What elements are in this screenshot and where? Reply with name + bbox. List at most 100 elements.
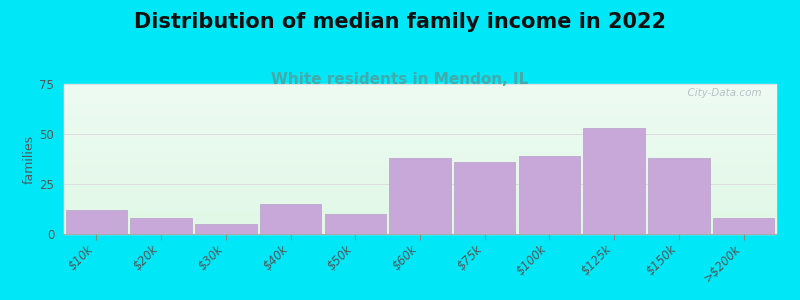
- Bar: [64, 142, 776, 144]
- Bar: [64, 160, 776, 162]
- Bar: [64, 231, 776, 232]
- Bar: [64, 112, 776, 114]
- Text: White residents in Mendon, IL: White residents in Mendon, IL: [271, 72, 529, 87]
- Bar: [64, 136, 776, 138]
- Bar: [64, 99, 776, 100]
- Bar: [64, 123, 776, 124]
- Bar: [64, 222, 776, 224]
- Bar: [64, 129, 776, 130]
- Bar: [64, 85, 776, 87]
- Text: City-Data.com: City-Data.com: [681, 88, 762, 98]
- Bar: [64, 210, 776, 212]
- Bar: [64, 108, 776, 110]
- Bar: [64, 183, 776, 184]
- Bar: [64, 196, 776, 198]
- Bar: [64, 220, 776, 222]
- Bar: [64, 116, 776, 117]
- Bar: [64, 138, 776, 140]
- Bar: [64, 192, 776, 194]
- Bar: [64, 174, 776, 176]
- Bar: [64, 128, 776, 129]
- Bar: [64, 230, 776, 231]
- Bar: [260, 204, 322, 234]
- Bar: [64, 198, 776, 200]
- Bar: [64, 232, 776, 234]
- Bar: [64, 189, 776, 190]
- Bar: [64, 110, 776, 111]
- Bar: [64, 202, 776, 204]
- Bar: [64, 158, 776, 159]
- Bar: [64, 213, 776, 214]
- Bar: [64, 111, 776, 112]
- Bar: [64, 103, 776, 105]
- Bar: [64, 226, 776, 228]
- Bar: [64, 212, 776, 213]
- Bar: [195, 224, 257, 234]
- Bar: [64, 120, 776, 122]
- Bar: [64, 114, 776, 116]
- Y-axis label: families: families: [22, 134, 35, 184]
- Bar: [64, 148, 776, 150]
- Bar: [64, 154, 776, 156]
- Bar: [64, 214, 776, 216]
- Bar: [64, 146, 776, 147]
- Bar: [64, 176, 776, 177]
- Bar: [66, 210, 127, 234]
- Bar: [64, 228, 776, 230]
- Bar: [64, 93, 776, 94]
- Bar: [64, 218, 776, 219]
- Bar: [64, 207, 776, 208]
- Bar: [64, 162, 776, 164]
- Bar: [64, 141, 776, 142]
- Bar: [454, 162, 515, 234]
- Bar: [64, 169, 776, 171]
- Bar: [64, 186, 776, 188]
- Bar: [64, 182, 776, 183]
- Bar: [583, 128, 645, 234]
- Bar: [64, 94, 776, 96]
- Bar: [64, 105, 776, 106]
- Bar: [64, 164, 776, 165]
- Bar: [325, 214, 386, 234]
- Bar: [64, 167, 776, 168]
- Bar: [64, 178, 776, 180]
- Bar: [64, 206, 776, 207]
- Bar: [64, 92, 776, 93]
- Bar: [64, 200, 776, 201]
- Bar: [518, 156, 580, 234]
- Bar: [64, 88, 776, 90]
- Bar: [64, 208, 776, 210]
- Bar: [64, 135, 776, 136]
- Bar: [64, 118, 776, 120]
- Bar: [64, 134, 776, 135]
- Bar: [64, 96, 776, 98]
- Bar: [64, 184, 776, 186]
- Bar: [64, 147, 776, 148]
- Bar: [64, 98, 776, 99]
- Bar: [64, 190, 776, 192]
- Bar: [64, 153, 776, 154]
- Bar: [64, 188, 776, 189]
- Bar: [64, 172, 776, 174]
- Bar: [64, 216, 776, 218]
- Bar: [64, 87, 776, 88]
- Bar: [64, 132, 776, 134]
- Bar: [713, 218, 774, 234]
- Bar: [64, 180, 776, 182]
- Bar: [64, 194, 776, 195]
- Bar: [64, 100, 776, 102]
- Bar: [64, 117, 776, 118]
- Bar: [64, 168, 776, 170]
- Bar: [64, 159, 776, 160]
- Bar: [64, 126, 776, 128]
- Bar: [64, 195, 776, 196]
- Bar: [130, 218, 192, 234]
- Bar: [64, 171, 776, 172]
- Bar: [64, 177, 776, 178]
- Bar: [64, 150, 776, 152]
- Bar: [648, 158, 710, 234]
- Text: Distribution of median family income in 2022: Distribution of median family income in …: [134, 12, 666, 32]
- Bar: [64, 106, 776, 108]
- Bar: [64, 140, 776, 141]
- Bar: [64, 102, 776, 104]
